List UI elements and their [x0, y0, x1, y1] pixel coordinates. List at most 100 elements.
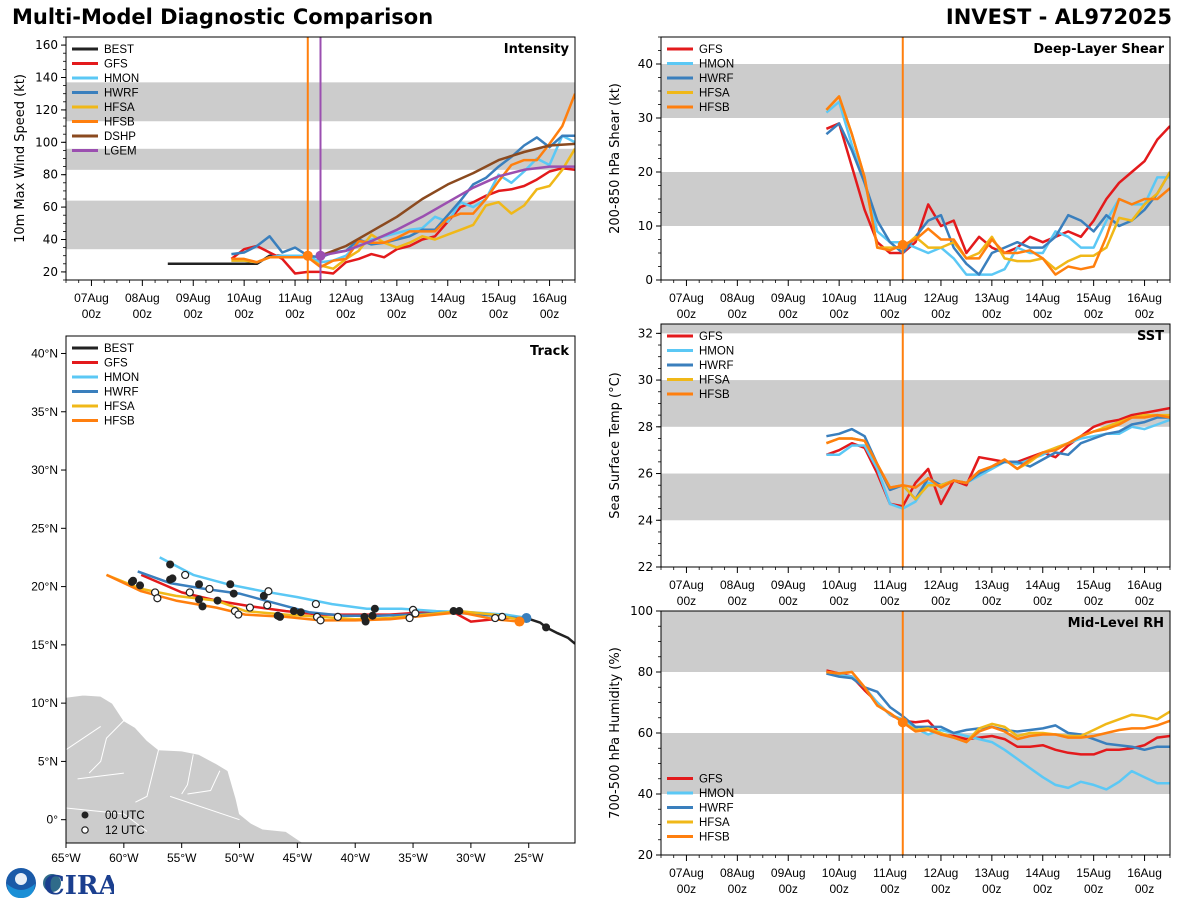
panel-title: Track	[530, 344, 569, 359]
x-tick-label-date: 10Aug	[822, 866, 857, 880]
x-tick-label-hour: 00z	[931, 307, 950, 321]
legend-label: HMON	[699, 788, 734, 800]
y-tick-label: 80	[638, 665, 653, 679]
x-tick-label-hour: 00z	[1084, 882, 1103, 896]
y-tick-label: 10	[638, 219, 653, 233]
y-tick-label: 22	[638, 560, 653, 574]
panel-sst: 22 24 26 28 30 32 07Aug 00z 08Aug 00z 09Aug 00z 10Au…	[608, 323, 1171, 608]
track-point-12utc	[245, 603, 255, 612]
plot-frame	[660, 610, 1171, 856]
x-tick-label: 65°W	[51, 851, 81, 865]
y-tick-label: 30	[638, 373, 653, 387]
track-point-00utc	[168, 574, 177, 583]
x-tick-label-date: 10Aug	[822, 578, 857, 592]
track-point-00utc	[542, 623, 551, 632]
x-tick-label-hour: 00z	[336, 307, 355, 321]
series-group	[167, 93, 575, 275]
init-marker	[302, 250, 313, 261]
series-line-hfsb	[231, 93, 575, 269]
legend-label: HFSB	[104, 416, 135, 428]
y-tick-label: 25°N	[31, 521, 58, 535]
legend-label: HFSA	[104, 401, 135, 413]
country-border	[187, 770, 221, 795]
marker-legend-label: 00 UTC	[105, 810, 145, 822]
y-tick-label: 100	[35, 135, 58, 149]
x-tick-label-date: 10Aug	[822, 291, 857, 305]
x-tick-label-hour: 00z	[1135, 882, 1154, 896]
y-tick-label: 10°N	[31, 696, 58, 710]
track-point-12utc	[234, 610, 243, 619]
track-point-12utc	[411, 609, 420, 618]
y-tick-label: 40	[638, 57, 653, 71]
x-tick-label-date: 07Aug	[669, 291, 704, 305]
track-point-12utc	[316, 616, 325, 625]
y-axis-label: 10m Max Wind Speed (kt)	[13, 74, 28, 243]
legend-label: HFSB	[104, 117, 135, 129]
x-tick-label-date: 15Aug	[481, 291, 516, 305]
legend-label: HWRF	[104, 387, 139, 399]
y-tick-label: 80	[43, 168, 58, 182]
y-tick-label: 26	[638, 467, 653, 481]
noaa-logo-icon: CIRA	[6, 868, 114, 900]
track-point-00utc	[370, 604, 379, 613]
legend: GFS HMON HWRF HFSA HFSB	[667, 44, 734, 114]
country-border	[135, 749, 160, 803]
track-line-hmon	[159, 556, 529, 620]
legend-label: HFSA	[699, 375, 730, 387]
track-point-00utc	[455, 607, 464, 616]
country-border	[88, 720, 125, 774]
y-tick-label: 15°N	[31, 638, 58, 652]
x-tick-label-hour: 00z	[982, 594, 1001, 608]
x-tick-label-hour: 00z	[982, 307, 1001, 321]
track-point-12utc	[491, 613, 500, 623]
x-tick-label-date: 13Aug	[379, 291, 414, 305]
series-line-hfsb	[825, 95, 1170, 276]
y-axis-label: Sea Surface Temp (°C)	[608, 372, 623, 519]
x-tick-label-hour: 00z	[540, 307, 559, 321]
x-tick-label-date: 08Aug	[125, 291, 160, 305]
x-tick-label-date: 12Aug	[924, 291, 959, 305]
x-tick-label-hour: 00z	[1135, 307, 1154, 321]
logo: CIRA	[4, 866, 114, 900]
legend: BEST GFS HMON HWRF HFSA HFSB DSHP LGEM	[72, 44, 139, 158]
x-tick-label-date: 14Aug	[1025, 578, 1060, 592]
y-tick-label: 140	[35, 71, 58, 85]
track-point-12utc	[181, 570, 190, 580]
cira-wordmark: CIRA	[44, 871, 114, 900]
x-tick-label-date: 08Aug	[720, 578, 755, 592]
x-tick-label-date: 09Aug	[176, 291, 211, 305]
x-tick-label-date: 11Aug	[873, 578, 907, 592]
y-tick-label: 40°N	[31, 346, 58, 360]
x-tick-label-hour: 00z	[931, 594, 950, 608]
series-group	[825, 406, 1170, 510]
legend-label: DSHP	[104, 131, 136, 143]
legend-label: HMON	[699, 59, 734, 71]
country-border	[77, 772, 124, 780]
x-tick-label-date: 11Aug	[278, 291, 312, 305]
series-line-hwrf	[231, 134, 575, 259]
x-tick-label-hour: 00z	[677, 594, 696, 608]
series-group	[826, 669, 1170, 791]
y-tick-label: 20	[43, 265, 58, 279]
x-tick-label-hour: 00z	[880, 882, 899, 896]
x-tick-label-hour: 00z	[728, 594, 747, 608]
x-tick-label-hour: 00z	[880, 307, 899, 321]
y-tick-label: 35°N	[31, 405, 58, 419]
country-border	[169, 795, 240, 821]
x-tick-label: 50°W	[225, 851, 255, 865]
x-tick-label-date: 12Aug	[924, 866, 959, 880]
legend-label: HFSA	[699, 88, 730, 100]
x-tick-label: 55°W	[167, 851, 197, 865]
x-tick-label-hour: 00z	[1084, 307, 1103, 321]
x-tick-label-date: 07Aug	[669, 578, 704, 592]
x-tick-label-date: 15Aug	[1076, 578, 1111, 592]
legend-label: HFSB	[699, 102, 730, 114]
x-tick-label: 30°W	[456, 851, 486, 865]
track-point-00utc	[229, 589, 238, 598]
x-tick-label-hour: 00z	[387, 307, 406, 321]
panel-title: Mid-Level RH	[1068, 616, 1164, 631]
track-point-00utc	[195, 595, 204, 604]
legend-label: HFSB	[699, 389, 730, 401]
y-tick-label: 60	[638, 726, 653, 740]
